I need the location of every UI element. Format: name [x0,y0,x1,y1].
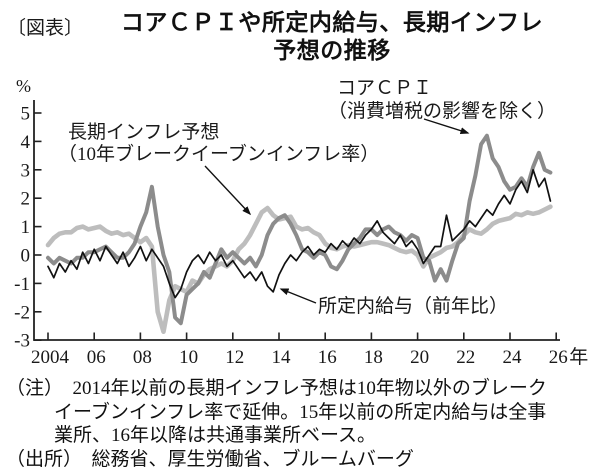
annotation-wage-arrow [279,288,317,304]
x-axis-label: 10 [179,347,198,368]
source-line: （出所） 総務省、厚生労働省、ブルームバーグ [6,448,414,470]
chart-title-line1: コアＣＰＩや所定内給与、長期インフレ [120,9,544,35]
x-axis-label: 06 [87,347,106,368]
annotations-layer: 長期インフレ予想 （10年ブレークイーブンインフレ率） コアＣＰＩ （消費増税の… [58,78,556,317]
y-axis-label: 1 [21,217,31,238]
series-line-1 [46,133,553,326]
x-axis-label: 24 [503,347,523,368]
annotation-cpi-line1: コアＣＰＩ [337,78,432,99]
series-line-2 [47,168,552,299]
note-line: イーブンインフレ率で延伸。15年以前の所定内給与は全事 [54,401,547,423]
y-axis-label: 0 [21,246,31,267]
note-line: 業所、16年以降は共通事業所ベース。 [54,425,377,446]
x-axis-year-suffix: 年 [569,346,588,368]
annotation-cpi-line2: （消費増税の影響を除く） [328,100,556,122]
x-axis-label: 20 [410,347,429,368]
y-axis-label: 5 [21,104,31,125]
series-layer [45,133,553,335]
x-axis-label: 26 [549,347,568,368]
x-axis-label: 14 [272,347,292,368]
x-axis-label: 08 [133,347,152,368]
y-axis-label: 2 [21,189,31,210]
figure-tag: 〔図表〕 [7,18,84,39]
x-axis-label: 22 [456,347,475,368]
x-axis-label: 12 [225,347,244,368]
y-axis-label: -1 [14,274,30,295]
annotation-wage-label: 所定内給与（前年比） [318,295,508,317]
annotation-cpi-arrow [423,118,470,135]
chart-title-line2: 予想の推移 [273,37,391,63]
x-axis-label: 16 [318,347,337,368]
y-axis-label: 3 [21,160,31,181]
annotation-bei-arrow [204,165,252,216]
note-line: （注） 2014年以前の長期インフレ予想は10年物以外のブレーク [6,378,547,399]
annotation-bei-line2: （10年ブレークイーブンインフレ率） [58,142,379,165]
y-axis-label: 4 [21,132,31,153]
notes-block: （注） 2014年以前の長期インフレ予想は10年物以外のブレーク イーブンインフ… [6,377,598,471]
y-axis-label: -3 [14,331,30,352]
annotation-bei-line1: 長期インフレ予想 [68,121,219,143]
x-axis-label: 18 [364,347,383,368]
x-axis-label: 2004 [31,347,70,368]
y-axis-unit-label: % [16,76,31,96]
chart-title: コアＣＰＩや所定内給与、長期インフレ 予想の推移 [64,8,600,64]
y-axis-label: -2 [14,302,30,323]
